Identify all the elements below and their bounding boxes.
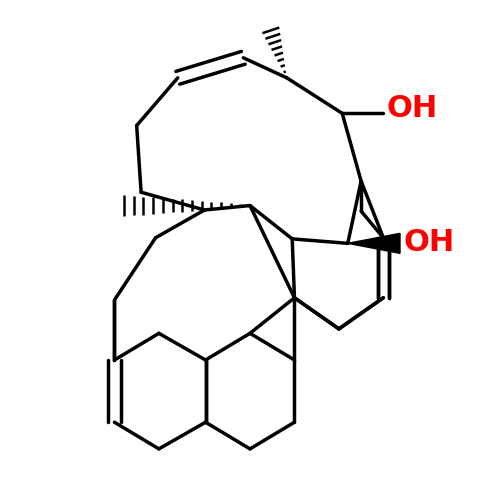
Polygon shape — [348, 234, 400, 254]
Text: OH: OH — [386, 94, 438, 124]
Text: OH: OH — [404, 228, 454, 256]
